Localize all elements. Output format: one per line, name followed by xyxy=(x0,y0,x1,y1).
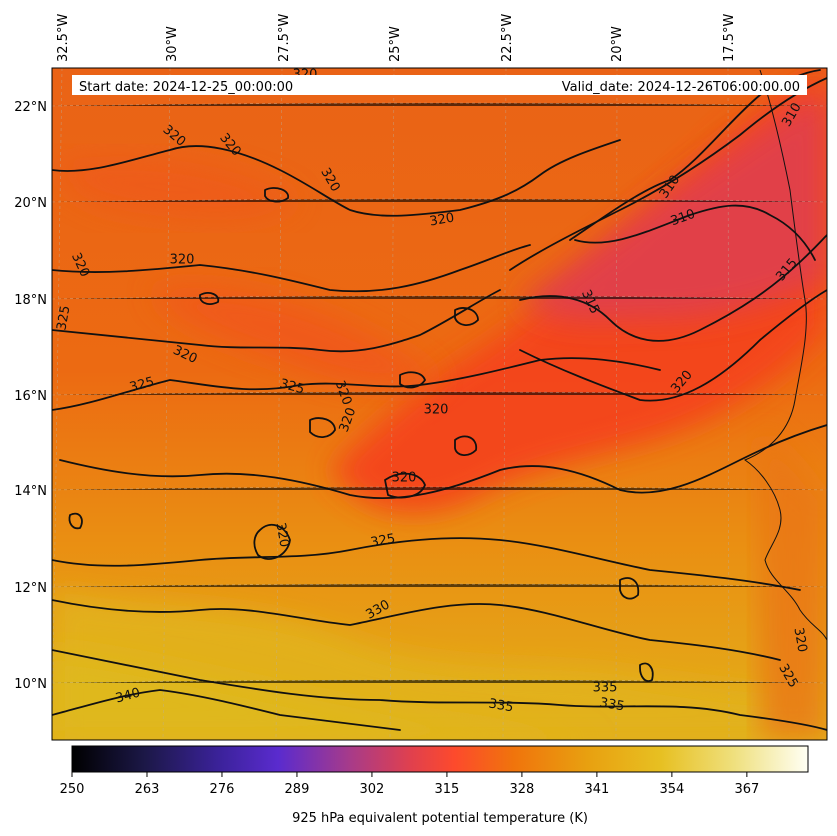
lat-label: 14°N xyxy=(14,484,47,499)
colorbar-ticks: 250 263 276 289 302 315 328 341 354 367 xyxy=(60,772,759,797)
colorbar-tick-label: 367 xyxy=(734,782,759,797)
contour-label: 335 xyxy=(487,696,514,715)
lat-label: 16°N xyxy=(14,389,47,404)
lon-label: 17.5°W xyxy=(722,14,737,62)
contour-label: 320 xyxy=(170,253,195,268)
colorbar-gradient xyxy=(71,745,809,773)
contour-label: 325 xyxy=(54,304,73,331)
contour-label: 320 xyxy=(424,403,449,418)
colorbar-tick-label: 289 xyxy=(285,782,310,797)
lat-label: 12°N xyxy=(14,581,47,596)
colorbar-tick-label: 250 xyxy=(60,782,85,797)
lon-label: 30°W xyxy=(165,26,180,62)
lat-label: 20°N xyxy=(14,196,47,211)
lat-label: 22°N xyxy=(14,100,47,115)
contour-label: 325 xyxy=(278,377,306,398)
colorbar: 250 263 276 289 302 315 328 341 354 367 925 hPa e… xyxy=(60,745,809,826)
latitude-labels: 22°N 20°N 18°N 16°N 14°N 12°N 10°N xyxy=(14,100,47,692)
colorbar-tick-label: 341 xyxy=(584,782,609,797)
lon-label: 25°W xyxy=(388,26,403,62)
coastline xyxy=(743,69,827,641)
contour-label: 335 xyxy=(593,681,618,696)
colorbar-tick-label: 315 xyxy=(435,782,460,797)
contour-label: 320 xyxy=(272,521,291,548)
colorbar-tick-label: 263 xyxy=(135,782,160,797)
info-bar xyxy=(72,75,807,95)
lat-label: 18°N xyxy=(14,293,47,308)
lon-label: 27.5°W xyxy=(277,14,292,62)
lon-label: 32.5°W xyxy=(56,14,71,62)
lon-label: 22.5°W xyxy=(500,14,515,62)
colorbar-tick-label: 302 xyxy=(360,782,385,797)
start-date-text: Start date: 2024-12-25_00:00:00 xyxy=(79,80,293,95)
colorbar-tick-label: 276 xyxy=(210,782,235,797)
gridlines xyxy=(52,68,827,740)
lon-label: 20°W xyxy=(610,26,625,62)
longitude-labels: 32.5°W 30°W 27.5°W 25°W 22.5°W 20°W 17.5… xyxy=(56,14,737,62)
lat-label: 10°N xyxy=(14,677,47,692)
contour-label: 335 xyxy=(598,695,625,714)
contour-label: 320 xyxy=(790,626,809,653)
valid-date-text: Valid_date: 2024-12-26T06:00:00.00 xyxy=(562,80,800,95)
contour-label: 320 xyxy=(428,210,455,229)
contour-label: 320 xyxy=(392,471,417,486)
contour-label: 325 xyxy=(369,531,396,550)
map-frame xyxy=(51,67,828,741)
contour-lines xyxy=(52,69,827,731)
colorbar-tick-label: 354 xyxy=(659,782,684,797)
colorbar-tick-label: 328 xyxy=(509,782,534,797)
contour-label: 340 xyxy=(114,686,142,707)
temperature-field xyxy=(52,68,827,740)
colorbar-label: 925 hPa equivalent potential temperature… xyxy=(292,811,588,826)
contour-label: 325 xyxy=(128,375,156,396)
